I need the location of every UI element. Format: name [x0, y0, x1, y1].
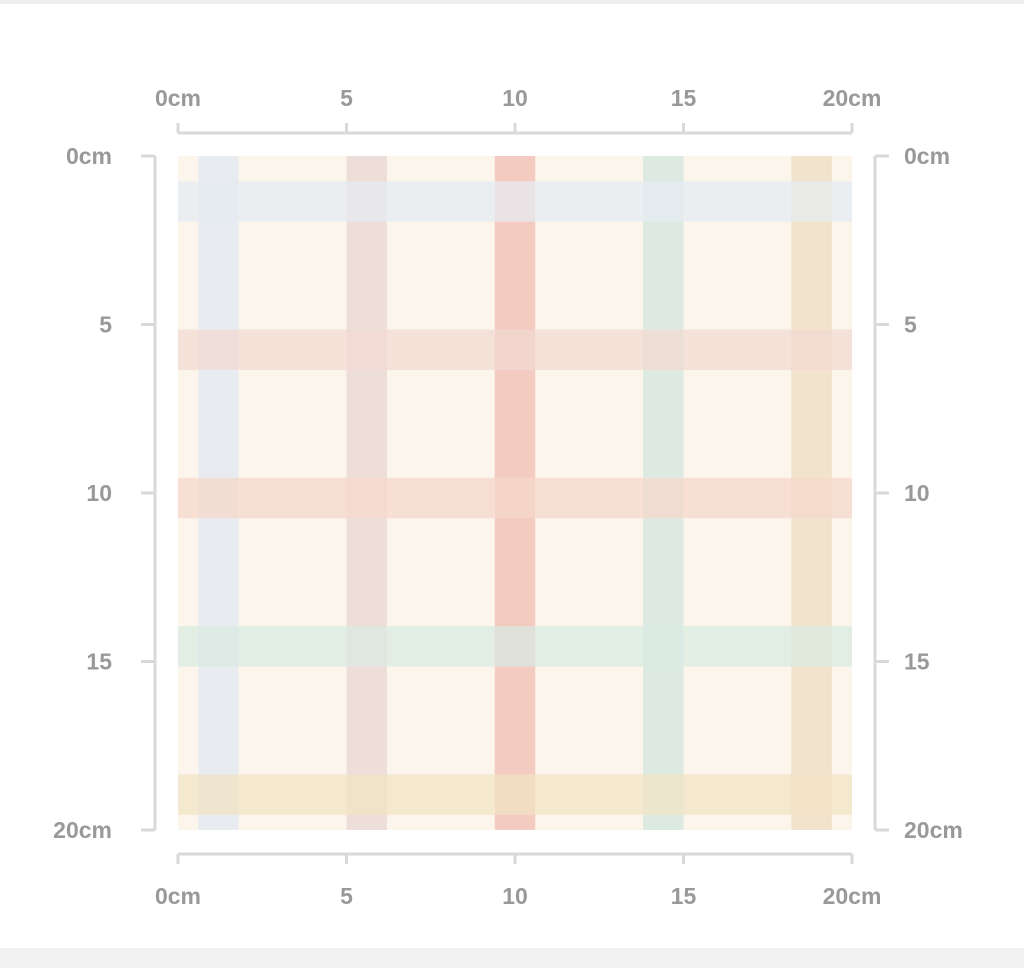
- right-ruler-line: [873, 154, 889, 832]
- left-ruler-line: [141, 154, 157, 832]
- top-label-10: 10: [502, 85, 528, 111]
- horizontal-stripe-5: [178, 774, 852, 815]
- bottom-label-10: 10: [502, 883, 528, 909]
- left-label-0: 0cm: [66, 143, 112, 169]
- bottom-ruler: [176, 852, 854, 864]
- bottom-label-5: 5: [340, 883, 353, 909]
- bottom-label-0: 0cm: [155, 883, 201, 909]
- horizontal-stripe-1: [178, 181, 852, 222]
- left-label-20: 20cm: [53, 817, 112, 843]
- top-label-5: 5: [340, 85, 353, 111]
- top-ruler-line: [176, 123, 854, 135]
- right-label-10: 10: [904, 480, 930, 506]
- top-edge-strip: [0, 0, 1024, 4]
- right-label-5: 5: [904, 312, 917, 338]
- bottom-label-15: 15: [671, 883, 697, 909]
- left-label-10: 10: [86, 480, 112, 506]
- left-label-15: 15: [86, 649, 112, 675]
- plaid-ruler-diagram: 0cm 5 10 15 20cm 0cm 5 10 15 20cm 0cm 5 …: [53, 85, 963, 909]
- bottom-label-20: 20cm: [823, 883, 882, 909]
- top-label-20: 20cm: [823, 85, 882, 111]
- top-ruler: [176, 123, 854, 135]
- left-label-5: 5: [99, 312, 112, 338]
- horizontal-stripe-4: [178, 626, 852, 667]
- plaid-fabric-swatch: [178, 156, 852, 830]
- horizontal-stripes: [178, 181, 852, 815]
- right-label-0: 0cm: [904, 143, 950, 169]
- right-label-20: 20cm: [904, 817, 963, 843]
- right-label-15: 15: [904, 649, 930, 675]
- bottom-edge-strip: [0, 948, 1024, 968]
- left-ruler: [141, 154, 157, 832]
- top-label-15: 15: [671, 85, 697, 111]
- horizontal-stripe-2: [178, 329, 852, 370]
- horizontal-stripe-3: [178, 477, 852, 519]
- bottom-ruler-line: [176, 852, 854, 864]
- right-ruler: [873, 154, 889, 832]
- top-label-0: 0cm: [155, 85, 201, 111]
